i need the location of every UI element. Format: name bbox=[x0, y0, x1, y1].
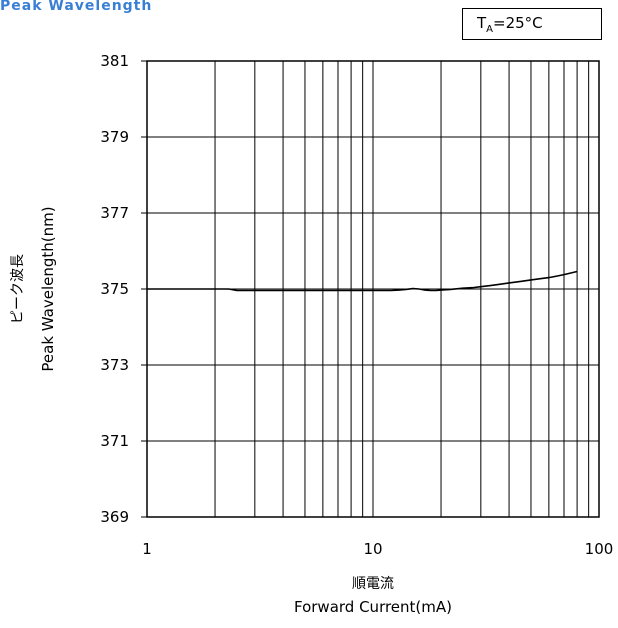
series-line bbox=[147, 270, 578, 292]
y-tick-label: 375 bbox=[100, 280, 129, 298]
x-tick-label: 10 bbox=[363, 540, 382, 558]
y-tick-label: 381 bbox=[100, 52, 129, 70]
condition-box: TA=25°C bbox=[462, 8, 602, 40]
x-axis-label: Forward Current(mA) bbox=[293, 598, 453, 616]
y-tick-label: 377 bbox=[100, 204, 129, 222]
y-tick-label: 373 bbox=[100, 356, 129, 374]
temperature-condition: TA=25°C bbox=[477, 14, 543, 35]
condition-rest: =25°C bbox=[493, 14, 543, 32]
page-title: Peak Wavelength bbox=[0, 0, 153, 14]
x-tick-label: 1 bbox=[142, 540, 152, 558]
x-axis-label-jp: 順電流 bbox=[352, 576, 394, 592]
y-tick-label: 379 bbox=[100, 128, 129, 146]
condition-main: T bbox=[477, 14, 487, 32]
y-tick-label: 369 bbox=[100, 508, 129, 526]
condition-subscript: A bbox=[486, 24, 494, 35]
y-tick-label: 371 bbox=[100, 432, 129, 450]
x-tick-label: 100 bbox=[585, 540, 614, 558]
